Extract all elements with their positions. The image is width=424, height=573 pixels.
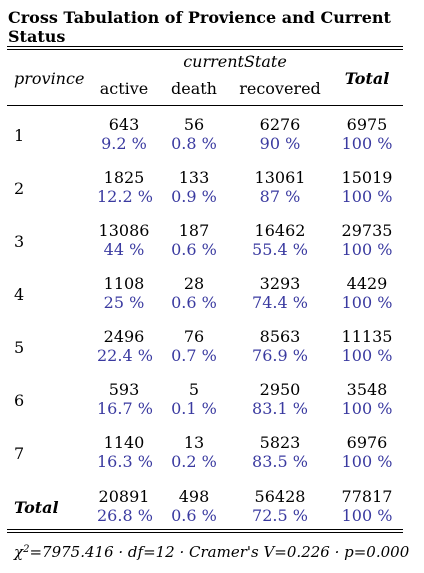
percent-total: 100 % <box>341 399 393 418</box>
count-total: 77817 <box>341 487 393 506</box>
percent-total: 100 % <box>341 293 393 312</box>
row-label: 2 <box>14 179 25 198</box>
count-recovered: 6276 <box>259 115 301 134</box>
count-total: 4429 <box>346 274 388 293</box>
footer-rule-2 <box>7 532 403 533</box>
table-title: Cross Tabulation of Provience and Curren… <box>8 8 391 46</box>
count-active: 1108 <box>103 274 145 293</box>
percent-active: 16.3 % <box>97 452 153 471</box>
column-header-death: death <box>171 79 217 98</box>
count-total: 6975 <box>346 115 388 134</box>
percent-active: 16.7 % <box>97 399 153 418</box>
count-recovered: 3293 <box>259 274 301 293</box>
percent-total: 100 % <box>341 452 393 471</box>
count-death: 28 <box>183 274 205 293</box>
count-active: 1825 <box>103 168 145 187</box>
percent-total: 100 % <box>341 506 393 525</box>
row-label: 3 <box>14 232 25 251</box>
percent-active: 9.2 % <box>101 134 147 153</box>
column-group-label: currentState <box>183 52 287 71</box>
count-active: 643 <box>108 115 140 134</box>
percent-death: 0.6 % <box>171 240 217 259</box>
percent-total: 100 % <box>341 240 393 259</box>
count-total: 6976 <box>346 433 388 452</box>
count-death: 133 <box>178 168 210 187</box>
count-total: 11135 <box>341 327 393 346</box>
count-active: 2496 <box>103 327 145 346</box>
column-header-total: Total <box>344 69 390 88</box>
percent-active: 44 % <box>103 240 145 259</box>
row-label: 4 <box>14 285 25 304</box>
statistics-footer: χ2=7975.416 · df=12 · Cramer's V=0.226 ·… <box>14 543 409 562</box>
count-recovered: 56428 <box>254 487 306 506</box>
count-total: 15019 <box>341 168 393 187</box>
percent-total: 100 % <box>341 134 393 153</box>
row-label: 1 <box>14 126 25 145</box>
count-total: 3548 <box>346 380 388 399</box>
count-death: 13 <box>183 433 205 452</box>
percent-active: 12.2 % <box>97 187 153 206</box>
statistics-text: =7975.416 · df=12 · Cramer's V=0.226 · p… <box>29 543 410 561</box>
percent-recovered: 72.5 % <box>252 506 308 525</box>
row-label: 6 <box>14 391 25 410</box>
percent-recovered: 55.4 % <box>252 240 308 259</box>
row-variable-label: province <box>14 69 85 88</box>
count-death: 5 <box>188 380 200 399</box>
percent-recovered: 74.4 % <box>252 293 308 312</box>
percent-recovered: 87 % <box>259 187 301 206</box>
footer-rule-1 <box>7 529 403 530</box>
count-active: 1140 <box>103 433 145 452</box>
header-rule-top-2 <box>7 49 403 50</box>
header-rule-top-1 <box>7 46 403 47</box>
percent-active: 26.8 % <box>97 506 153 525</box>
header-rule-bottom <box>7 105 403 106</box>
percent-death: 0.9 % <box>171 187 217 206</box>
count-recovered: 2950 <box>259 380 301 399</box>
percent-death: 0.6 % <box>171 293 217 312</box>
count-active: 593 <box>108 380 140 399</box>
column-header-recovered: recovered <box>239 79 321 98</box>
row-label: 5 <box>14 338 25 357</box>
count-death: 187 <box>178 221 210 240</box>
percent-death: 0.6 % <box>171 506 217 525</box>
percent-total: 100 % <box>341 187 393 206</box>
count-death: 56 <box>183 115 205 134</box>
percent-death: 0.2 % <box>171 452 217 471</box>
percent-recovered: 83.5 % <box>252 452 308 471</box>
row-label: 7 <box>14 444 25 463</box>
percent-recovered: 90 % <box>259 134 301 153</box>
percent-recovered: 83.1 % <box>252 399 308 418</box>
percent-death: 0.7 % <box>171 346 217 365</box>
count-death: 76 <box>183 327 205 346</box>
total-row-label: Total <box>14 498 59 517</box>
count-recovered: 8563 <box>259 327 301 346</box>
percent-death: 0.8 % <box>171 134 217 153</box>
count-total: 29735 <box>341 221 393 240</box>
chi-symbol: χ <box>14 543 24 561</box>
percent-active: 25 % <box>103 293 145 312</box>
percent-total: 100 % <box>341 346 393 365</box>
count-active: 20891 <box>98 487 150 506</box>
count-recovered: 5823 <box>259 433 301 452</box>
count-recovered: 16462 <box>254 221 306 240</box>
column-header-active: active <box>99 79 149 98</box>
count-death: 498 <box>178 487 210 506</box>
chi-superscript: 2 <box>23 544 30 555</box>
percent-active: 22.4 % <box>97 346 153 365</box>
count-recovered: 13061 <box>254 168 306 187</box>
percent-recovered: 76.9 % <box>252 346 308 365</box>
count-active: 13086 <box>98 221 150 240</box>
percent-death: 0.1 % <box>171 399 217 418</box>
